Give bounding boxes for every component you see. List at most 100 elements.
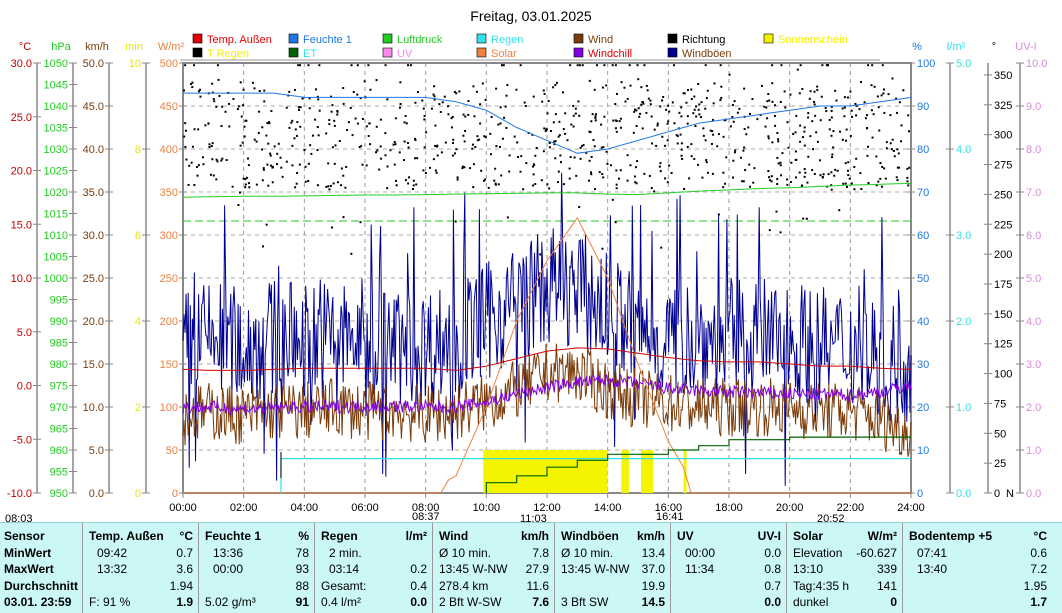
direction-point [864, 117, 867, 120]
direction-point [587, 179, 590, 182]
direction-point [508, 154, 511, 157]
direction-point [424, 172, 427, 175]
direction-point [717, 133, 720, 136]
direction-point [660, 246, 663, 249]
direction-point [830, 109, 833, 112]
direction-point [247, 182, 250, 185]
axis-tick-label: 985 [50, 338, 68, 350]
direction-point [637, 107, 640, 110]
direction-point [296, 121, 299, 124]
direction-point [375, 151, 378, 154]
direction-point [350, 64, 353, 67]
direction-point [191, 86, 194, 89]
direction-point [451, 141, 454, 144]
direction-point [855, 157, 858, 160]
direction-point [299, 106, 302, 109]
direction-point [208, 143, 211, 146]
direction-point [462, 134, 465, 137]
direction-point [795, 114, 798, 117]
direction-point [854, 102, 857, 105]
direction-point [632, 131, 635, 134]
direction-point [813, 100, 816, 103]
direction-point [218, 94, 221, 97]
direction-point [678, 111, 681, 114]
direction-point [824, 107, 827, 110]
direction-point [763, 105, 766, 108]
direction-point [692, 112, 695, 115]
direction-point [361, 117, 364, 120]
direction-point [641, 127, 644, 130]
cell-value: 37.0 [641, 562, 665, 576]
direction-point [813, 173, 816, 176]
direction-point [546, 183, 549, 186]
direction-point [197, 164, 200, 167]
direction-point [643, 172, 646, 175]
direction-point [830, 105, 833, 108]
direction-point [799, 140, 802, 143]
direction-point [896, 179, 899, 182]
series-et [485, 436, 911, 493]
direction-point [354, 117, 357, 120]
direction-point [638, 115, 641, 118]
cell-label: 00:00 [685, 545, 716, 560]
direction-point [193, 64, 196, 67]
direction-point [789, 93, 792, 96]
direction-point [453, 90, 456, 93]
axis-tick-label: 10.0 [83, 402, 104, 414]
series-feuchte-1 [183, 92, 912, 154]
direction-point [799, 124, 802, 127]
direction-point [822, 173, 825, 176]
row-label: 03.01. 23:59 [4, 595, 72, 609]
direction-point [653, 128, 656, 131]
direction-point [885, 141, 888, 144]
direction-point [720, 96, 723, 99]
direction-point [519, 170, 522, 173]
axis-tick-label: 0 [917, 488, 923, 500]
direction-point [316, 95, 319, 98]
direction-point [897, 152, 900, 155]
axis-unit-humidity: % [912, 41, 922, 53]
direction-point [458, 90, 461, 93]
direction-point [853, 188, 856, 191]
direction-point [704, 139, 707, 142]
direction-point [314, 118, 317, 121]
direction-point [329, 184, 332, 187]
direction-point [879, 162, 882, 165]
axis-tick-label: 10 [917, 445, 929, 457]
axis-tick-label: 2.0 [956, 316, 971, 328]
direction-point [414, 101, 417, 104]
direction-point [273, 145, 276, 148]
direction-point [605, 150, 608, 153]
direction-point [743, 127, 746, 130]
direction-point [311, 134, 314, 137]
x-tick-label: 02:00 [230, 502, 258, 514]
direction-point [614, 127, 617, 130]
direction-point [291, 119, 294, 122]
direction-point [706, 89, 709, 92]
direction-point [581, 64, 584, 67]
direction-point [733, 100, 736, 103]
sunshine-bar [621, 450, 629, 493]
direction-point [453, 152, 456, 155]
direction-point [239, 81, 242, 84]
direction-point [554, 84, 557, 87]
direction-point [603, 115, 606, 118]
cell-label: 0.4 l/m² [321, 595, 362, 609]
direction-point [838, 209, 841, 212]
axis-tick-label: 100 [994, 369, 1012, 381]
direction-point [808, 97, 811, 100]
direction-point [244, 178, 247, 181]
direction-point [819, 119, 822, 122]
direction-point [403, 159, 406, 162]
axis-tick-label: 955 [50, 467, 68, 479]
row-label: Durchschnitt [4, 578, 79, 593]
direction-point [659, 162, 662, 165]
direction-point [806, 181, 809, 184]
direction-point [749, 185, 752, 188]
direction-point [487, 186, 490, 189]
direction-point [356, 93, 359, 96]
axis-tick-label: 5.0 [17, 327, 32, 339]
direction-point [779, 161, 782, 164]
direction-point [472, 163, 475, 166]
direction-point [742, 180, 745, 183]
